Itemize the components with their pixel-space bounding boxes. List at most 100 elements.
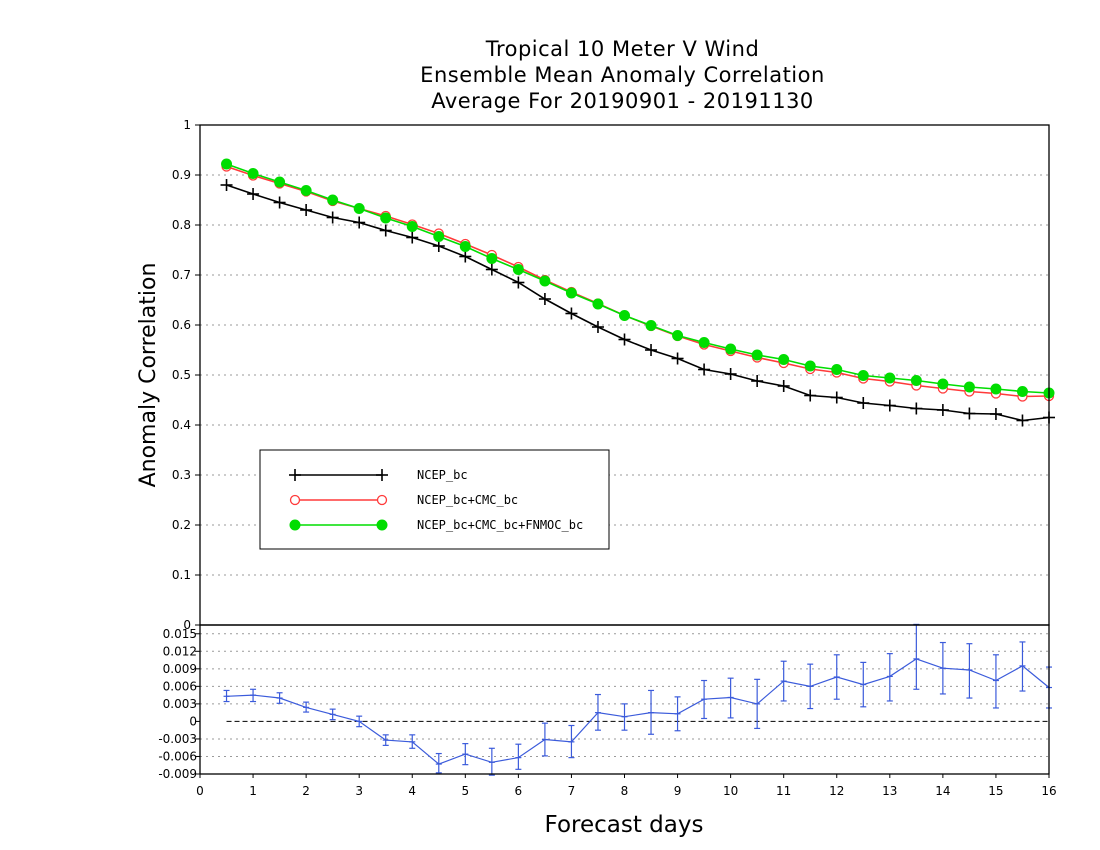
data-point [884, 372, 896, 384]
data-point [804, 360, 816, 372]
data-point [645, 344, 658, 356]
lower-y-tick-label: 0.012 [163, 644, 197, 658]
lower-y-tick-label: -0.003 [158, 732, 197, 746]
data-point [963, 407, 976, 420]
data-point [910, 375, 922, 386]
data-point [777, 380, 790, 392]
lower-y-tick-label: 0 [189, 714, 197, 728]
legend-entry: NCEP_bc+CMC_bc [289, 493, 518, 507]
x-ticks: 0 1 2 3 4 5 6 7 8 9 10 11 12 13 14 15 16 [196, 774, 1057, 798]
data-point [433, 231, 445, 242]
data-point [883, 399, 896, 412]
legend-label: NCEP_bc [417, 468, 468, 482]
upper-y-tick-label: 1 [183, 118, 191, 132]
series-line [226, 163, 1050, 394]
upper-y-tick-label: 0.3 [172, 468, 191, 482]
data-point [698, 363, 711, 376]
x-tick-label: 16 [1041, 784, 1056, 798]
series-1 [221, 161, 1055, 402]
data-point [380, 212, 392, 224]
legend-marker-left [289, 494, 301, 506]
x-tick-label: 11 [776, 784, 791, 798]
lower-y-tick-label: -0.009 [158, 767, 197, 781]
data-point [353, 203, 365, 214]
series-2 [221, 158, 1055, 399]
data-point [963, 381, 975, 393]
chart-title: Tropical 10 Meter V Wind Ensemble Mean A… [0, 36, 1100, 114]
chart-title-line-1: Tropical 10 Meter V Wind [485, 37, 760, 61]
upper-y-ticks: 0 0.1 0.2 0.3 0.4 0.5 0.6 0.7 0.8 0.9 1 [172, 118, 200, 632]
x-tick-label: 15 [988, 784, 1003, 798]
legend-marker-left [289, 469, 301, 481]
legend-marker-right [376, 519, 388, 531]
data-point [990, 383, 1002, 395]
difference-line [226, 658, 1050, 765]
legend: NCEP_bc NCEP_bc+CMC_bc NCEP_bc+CMC_bc+FNMO… [259, 449, 610, 550]
x-tick-label: 5 [461, 784, 469, 798]
data-point [565, 287, 577, 299]
data-point [591, 321, 604, 333]
upper-y-tick-label: 0 [183, 618, 191, 632]
upper-y-tick-label: 0.6 [172, 318, 191, 332]
data-point [327, 194, 339, 206]
data-point [353, 216, 366, 229]
data-point [645, 320, 657, 331]
data-point [1016, 414, 1029, 427]
series-line [226, 165, 1050, 398]
data-point [671, 352, 684, 365]
data-point [592, 298, 604, 310]
data-point [512, 276, 525, 289]
data-point [1016, 386, 1028, 397]
lower-plot-frame [199, 624, 1050, 775]
data-point [406, 231, 419, 244]
difference-series-0 [223, 623, 1052, 776]
difference-series-group [223, 623, 1052, 776]
x-tick-label: 8 [621, 784, 629, 798]
data-point [326, 211, 339, 224]
upper-y-tick-label: 0.4 [172, 418, 191, 432]
data-point [618, 333, 631, 346]
upper-y-tick-label: 0.7 [172, 268, 191, 282]
x-tick-label: 2 [302, 784, 310, 798]
data-point [485, 263, 498, 276]
series-line [226, 184, 1050, 422]
legend-label: NCEP_bc+CMC_bc [417, 493, 518, 507]
data-point [300, 185, 312, 196]
data-point [831, 364, 843, 375]
series-0 [220, 179, 1055, 427]
legend-marker-right [376, 494, 388, 506]
data-point [725, 343, 737, 355]
data-point [857, 370, 869, 381]
data-point [989, 408, 1002, 420]
lower-gridlines [200, 633, 1049, 775]
data-point [830, 391, 843, 404]
lower-y-tick-label: -0.006 [158, 749, 197, 763]
data-point [857, 397, 870, 409]
data-point [300, 204, 313, 216]
data-point [539, 275, 551, 287]
data-point [804, 389, 817, 402]
chart-title-line-3: Average For 20190901 - 20191130 [431, 89, 814, 113]
x-tick-label: 0 [196, 784, 204, 798]
data-point [672, 330, 684, 341]
data-point [459, 241, 471, 252]
data-point [936, 404, 949, 416]
data-point [751, 375, 764, 387]
upper-y-tick-label: 0.5 [172, 368, 191, 382]
data-point [724, 368, 737, 380]
legend-marker-left [289, 519, 301, 531]
upper-y-tick-label: 0.9 [172, 168, 191, 182]
data-point [778, 354, 790, 365]
lower-y-tick-label: 0.009 [163, 662, 197, 676]
data-point [565, 307, 578, 320]
lower-y-tick-label: 0.015 [163, 627, 197, 641]
x-tick-label: 10 [723, 784, 738, 798]
data-point [274, 176, 286, 188]
data-point [619, 310, 630, 321]
data-point [247, 188, 260, 200]
legend-label: NCEP_bc+CMC_bc+FNMOC_bc [417, 518, 583, 532]
data-point [220, 179, 233, 191]
upper-y-tick-label: 0.1 [172, 568, 191, 582]
x-tick-label: 12 [829, 784, 844, 798]
